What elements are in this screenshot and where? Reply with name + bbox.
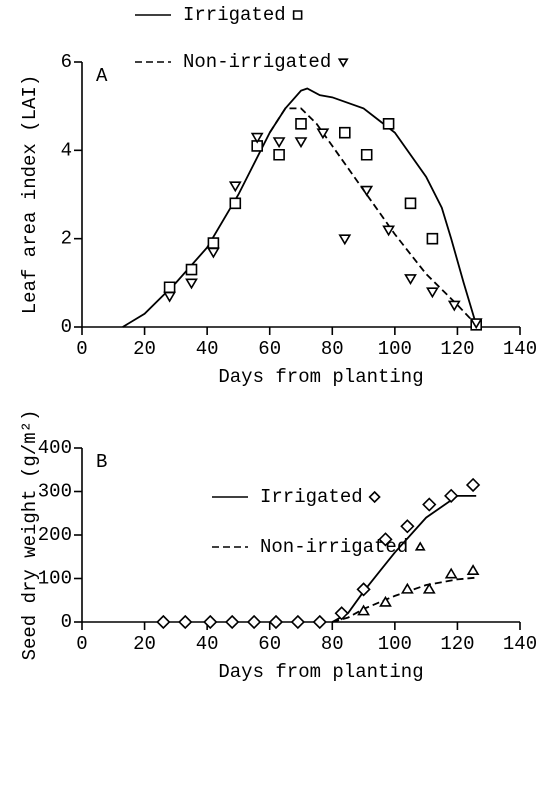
data-point (163, 291, 176, 303)
data-point (379, 595, 392, 607)
data-point (382, 225, 395, 237)
data-point (290, 614, 306, 630)
data-point (444, 567, 458, 579)
legend-label: Irrigated (260, 486, 363, 508)
data-point (469, 318, 483, 330)
data-point (250, 132, 264, 144)
legend-marker (414, 541, 426, 551)
y-tick-label: 6 (61, 51, 72, 73)
data-point (360, 148, 373, 161)
fit-line (122, 87, 478, 328)
x-tick-label: 40 (196, 633, 219, 655)
data-point (312, 614, 327, 630)
data-point (400, 519, 415, 534)
data-point (334, 606, 349, 621)
data-point (185, 278, 198, 290)
panel-label: B (96, 451, 107, 473)
x-tick-label: 140 (503, 338, 537, 360)
data-point (178, 614, 193, 630)
data-point (273, 148, 285, 161)
data-point (422, 497, 437, 512)
data-point (156, 614, 171, 630)
data-point (185, 263, 198, 276)
legend-marker (292, 10, 303, 20)
data-point (466, 564, 480, 575)
y-axis-label: Seed dry weight (g/m²) (19, 410, 41, 661)
x-tick-label: 100 (378, 633, 412, 655)
fit-line (332, 576, 477, 623)
data-point (465, 477, 481, 493)
data-point (382, 118, 395, 130)
data-point (268, 614, 284, 630)
legend-label: Non-irrigated (183, 51, 331, 73)
panel-label: A (96, 65, 108, 87)
data-point (357, 604, 370, 616)
data-point (207, 247, 220, 259)
y-tick-label: 0 (61, 316, 72, 338)
data-point (447, 300, 461, 312)
x-tick-label: 0 (76, 338, 87, 360)
legend-marker (337, 58, 349, 68)
x-tick-label: 20 (133, 338, 156, 360)
x-tick-label: 100 (378, 338, 412, 360)
data-point (272, 137, 286, 149)
legend-marker (368, 490, 381, 504)
x-tick-label: 0 (76, 633, 87, 655)
data-point (422, 582, 436, 594)
data-point (229, 197, 242, 210)
data-point (207, 237, 220, 249)
x-axis-label: Days from planting (218, 661, 423, 683)
y-axis-label: Leaf area index (LAI) (19, 75, 41, 314)
data-point (338, 234, 352, 246)
data-point (426, 287, 439, 299)
data-point (225, 614, 240, 630)
data-point (400, 582, 414, 594)
x-tick-label: 120 (440, 338, 474, 360)
x-tick-label: 40 (196, 338, 219, 360)
data-point (316, 128, 330, 140)
y-tick-label: 2 (61, 228, 72, 250)
y-tick-label: 200 (38, 524, 72, 546)
y-tick-label: 300 (38, 481, 72, 503)
data-point (426, 232, 439, 245)
data-point (246, 614, 262, 630)
fit-line (268, 107, 477, 326)
y-tick-label: 100 (38, 568, 72, 590)
y-tick-label: 0 (61, 611, 72, 633)
data-point (228, 181, 242, 193)
data-point (404, 197, 417, 210)
data-point (404, 274, 417, 285)
x-tick-label: 80 (321, 338, 344, 360)
legend-label: Irrigated (183, 4, 286, 26)
data-point (378, 532, 393, 547)
x-tick-label: 80 (321, 633, 344, 655)
data-point (339, 126, 351, 139)
data-point (295, 118, 307, 130)
data-point (294, 137, 308, 149)
x-tick-label: 20 (133, 633, 156, 655)
x-tick-label: 60 (258, 338, 281, 360)
fit-line (331, 494, 477, 623)
data-point (163, 281, 176, 294)
x-axis-label: Days from planting (218, 366, 423, 388)
x-tick-label: 120 (440, 633, 474, 655)
y-tick-label: 400 (38, 437, 72, 459)
x-tick-label: 140 (503, 633, 537, 655)
data-point (251, 140, 263, 152)
data-point (444, 488, 459, 503)
data-point (203, 614, 218, 630)
x-tick-label: 60 (258, 633, 281, 655)
data-point (360, 185, 374, 197)
y-tick-label: 4 (61, 139, 72, 161)
legend-label: Non-irrigated (260, 536, 408, 558)
data-point (356, 582, 371, 597)
